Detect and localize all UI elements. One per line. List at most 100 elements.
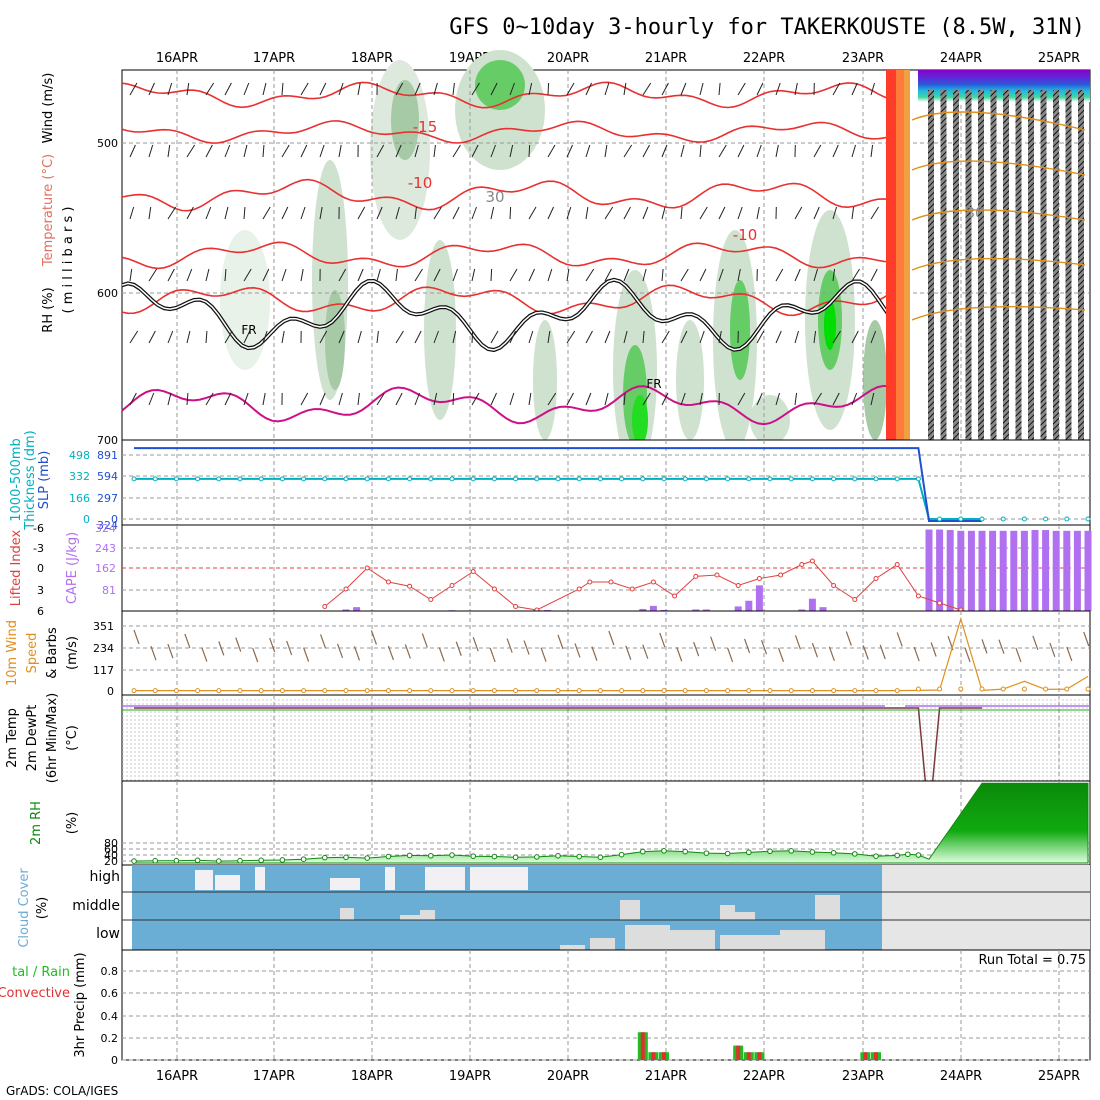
thickness-marker: [195, 476, 201, 482]
wind-barb: [832, 268, 836, 282]
surface-wind-barb: [489, 647, 496, 663]
thickness-marker: [915, 476, 921, 482]
cape-bar: [989, 530, 997, 611]
precip-panel: 0.8 0.6 0.4 0.2 0 Run Total = 0.75 3hr Precip …: [0, 949, 1091, 1067]
wind-barb: [452, 144, 461, 158]
y-axis-label: (%): [35, 897, 50, 920]
thickness-marker: [258, 476, 264, 482]
y-tick-label: 324: [97, 519, 118, 532]
wind-barb: [452, 330, 457, 344]
wind-barb: [300, 82, 309, 96]
cloud-gap-middle: [340, 908, 354, 920]
wind-barb: [319, 392, 326, 406]
wind-barb: [604, 82, 610, 96]
freezing-level-core: [121, 279, 891, 351]
wind-barb: [851, 82, 858, 96]
wind-barb: [243, 82, 250, 96]
precip-convective-bar: [746, 1052, 751, 1060]
warm-contour: [911, 305, 1086, 321]
cape-bar: [660, 609, 668, 611]
wind-speed-marker: [831, 688, 837, 694]
wind-barb: [224, 330, 233, 344]
wind-barb: [319, 330, 328, 344]
wind-barb: [642, 144, 650, 158]
wind-barb: [433, 206, 442, 220]
wind-barb: [224, 144, 231, 158]
wind-barb: [186, 268, 193, 282]
y-tick-label: 297: [97, 492, 118, 505]
rh-marker: [428, 852, 434, 859]
wind-barb: [490, 144, 496, 158]
wind-barb: [243, 392, 249, 406]
lifted-index-marker: [852, 597, 858, 602]
wind-barb: [604, 206, 614, 220]
thickness-marker: [619, 476, 625, 482]
wind-barb: [566, 268, 570, 282]
wind-10m-panel: 351 234 117 0 10m Wind Speed & Barbs (m/s): [5, 610, 1091, 698]
y-tick-label: 6: [37, 605, 44, 618]
cloud-gap-low: [625, 925, 670, 950]
wind-barb: [205, 144, 213, 158]
y-tick-label: 594: [97, 470, 118, 483]
wind-barb: [585, 82, 592, 96]
warm-contour: [911, 111, 1086, 131]
cape-bar: [957, 530, 965, 611]
rh-marker: [279, 857, 286, 863]
lifted-index-marker: [491, 586, 497, 592]
wind-barb: [281, 268, 287, 282]
wind-barb: [148, 268, 158, 282]
wind-barb: [471, 206, 477, 220]
wind-barb: [585, 268, 595, 282]
rh-marker: [873, 853, 879, 859]
thickness-marker: [491, 476, 497, 482]
wind-barb: [794, 268, 801, 282]
wind-barb: [148, 206, 152, 220]
thickness-marker: [788, 476, 794, 482]
lifted-index-marker: [407, 583, 413, 589]
rh-marker: [809, 849, 816, 855]
rh-shading: [863, 320, 887, 440]
y-axis-label: Thickness (dm): [23, 430, 38, 530]
cloud-gap-middle: [420, 910, 435, 920]
wind-speed-marker: [470, 688, 476, 694]
wind-barb: [661, 330, 670, 344]
rh-marker: [491, 853, 498, 860]
lifted-index-marker: [364, 565, 370, 571]
wind-barb: [699, 144, 702, 158]
wind-barb: [376, 144, 385, 158]
wind-speed-marker: [131, 688, 137, 694]
contour-label: 30: [485, 188, 504, 206]
date-label-bottom: 16APR: [156, 1069, 198, 1084]
wind-speed-marker: [1043, 686, 1049, 692]
wind-speed-marker: [428, 688, 434, 694]
wind-barb: [148, 392, 155, 406]
date-label-bottom: 21APR: [645, 1069, 687, 1084]
date-label-top: 20APR: [547, 51, 589, 66]
wind-barb: [243, 268, 252, 282]
hatched-column: [978, 90, 984, 440]
wind-barb: [832, 82, 841, 96]
surface-wind-barb: [218, 641, 225, 656]
wind-barb: [414, 144, 419, 158]
cape-bar: [692, 609, 700, 611]
date-label-bottom: 20APR: [547, 1069, 589, 1084]
surface-wind-barb: [387, 645, 394, 661]
surface-wind-barb: [472, 636, 479, 652]
cape-bar: [1010, 530, 1018, 611]
wind-barb: [547, 206, 554, 220]
wind-barb: [338, 330, 345, 344]
wind-speed-marker: [746, 688, 752, 694]
wind-barb: [452, 268, 458, 282]
wind-barb: [813, 268, 818, 282]
lifted-index-marker: [809, 558, 815, 564]
wind-barb: [395, 144, 402, 158]
cloud-fill-missing: [882, 865, 1090, 950]
wind-speed-marker: [258, 688, 264, 694]
y-tick-label: -6: [33, 522, 44, 535]
wind-barb: [471, 82, 480, 96]
y-tick-label: 117: [93, 664, 114, 677]
wind-barb: [813, 392, 822, 406]
wind-speed-marker: [301, 688, 307, 694]
wind-barb: [262, 82, 267, 96]
thickness-marker: [364, 476, 370, 482]
